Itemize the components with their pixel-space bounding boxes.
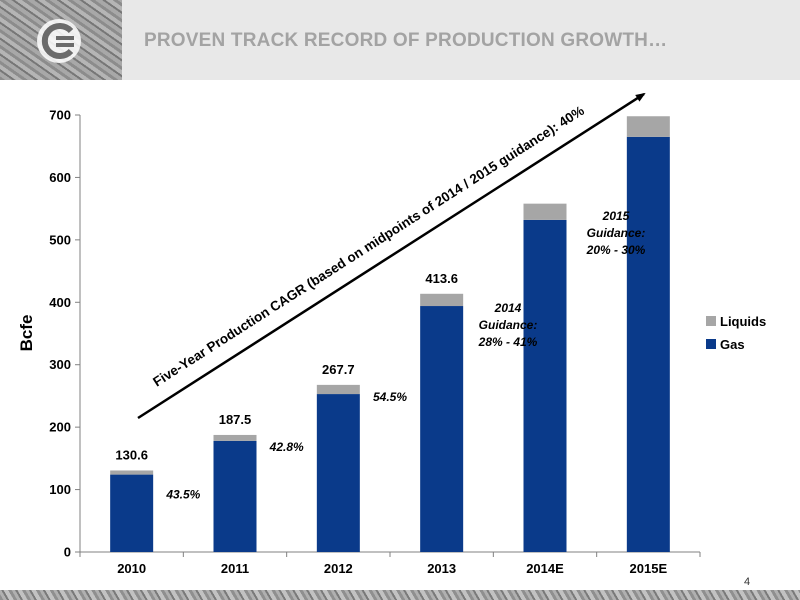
growth-label: 43.5% (165, 487, 200, 501)
company-logo-icon (37, 19, 81, 63)
bar-total-label: 130.6 (115, 447, 148, 462)
guidance-2015-note: 2015 Guidance: 20% - 30% (586, 209, 646, 257)
chart-bars (110, 116, 670, 552)
chart-axes: 0 100 200 300 400 500 600 700 2010 2011 2012 2013 20… (49, 108, 701, 576)
bar-total-label: 267.7 (322, 362, 355, 377)
bar-gas (316, 394, 360, 552)
bar-total-label: 187.5 (219, 412, 252, 427)
footer-rock-texture (0, 590, 800, 600)
guidance-2015-year: 2015 (602, 209, 630, 223)
y-tick-label: 500 (49, 232, 71, 247)
guidance-2014-label: Guidance: (479, 318, 538, 332)
guidance-2015-range: 20% - 30% (586, 243, 646, 257)
y-tick-label: 200 (49, 420, 71, 435)
guidance-2014-year: 2014 (494, 301, 522, 315)
legend: Liquids Gas (706, 314, 766, 352)
page-number: 4 (744, 576, 751, 588)
bar-gas (420, 306, 464, 552)
x-tick-label: 2012 (324, 561, 353, 576)
bar-liquids (626, 116, 670, 137)
page-title: PROVEN TRACK RECORD OF PRODUCTION GROWTH… (144, 30, 668, 51)
bar-gas (523, 219, 567, 552)
bar-liquids (213, 434, 257, 441)
growth-label: 54.5% (373, 390, 407, 404)
y-tick-label: 0 (64, 545, 71, 560)
x-tick-label: 2010 (117, 561, 146, 576)
y-axis-label: Bcfe (17, 315, 36, 352)
guidance-2014-note: 2014 Guidance: 28% - 41% (478, 301, 538, 349)
y-tick-label: 100 (49, 482, 71, 497)
cagr-arrow (137, 92, 646, 420)
legend-swatch-liquids (706, 316, 716, 326)
bar-liquids (316, 384, 360, 395)
bar-gas (110, 474, 154, 552)
bar-liquids (420, 293, 464, 307)
x-tick-label: 2015E (630, 561, 668, 576)
guidance-2015-label: Guidance: (587, 226, 646, 240)
chart-labels: 130.6 187.5 267.7 413.6 43.5% 42.8% 54.5% (115, 271, 458, 502)
bar-gas (626, 136, 670, 552)
y-tick-label: 600 (49, 170, 71, 185)
legend-label-gas: Gas (720, 337, 745, 352)
header-bar: PROVEN TRACK RECORD OF PRODUCTION GROWTH… (0, 0, 800, 80)
legend-swatch-gas (706, 339, 716, 349)
bar-liquids (110, 470, 154, 475)
growth-label: 42.8% (269, 440, 304, 454)
bar-gas (213, 440, 257, 552)
bar-total-label: 413.6 (425, 271, 458, 286)
legend-label-liquids: Liquids (720, 314, 766, 329)
bar-liquids (523, 203, 567, 220)
x-tick-label: 2013 (427, 561, 456, 576)
guidance-2014-range: 28% - 41% (478, 335, 538, 349)
y-tick-label: 400 (49, 295, 71, 310)
x-tick-label: 2014E (526, 561, 564, 576)
x-tick-label: 2011 (221, 561, 249, 576)
y-tick-label: 300 (49, 357, 71, 372)
y-tick-label: 700 (49, 108, 71, 123)
